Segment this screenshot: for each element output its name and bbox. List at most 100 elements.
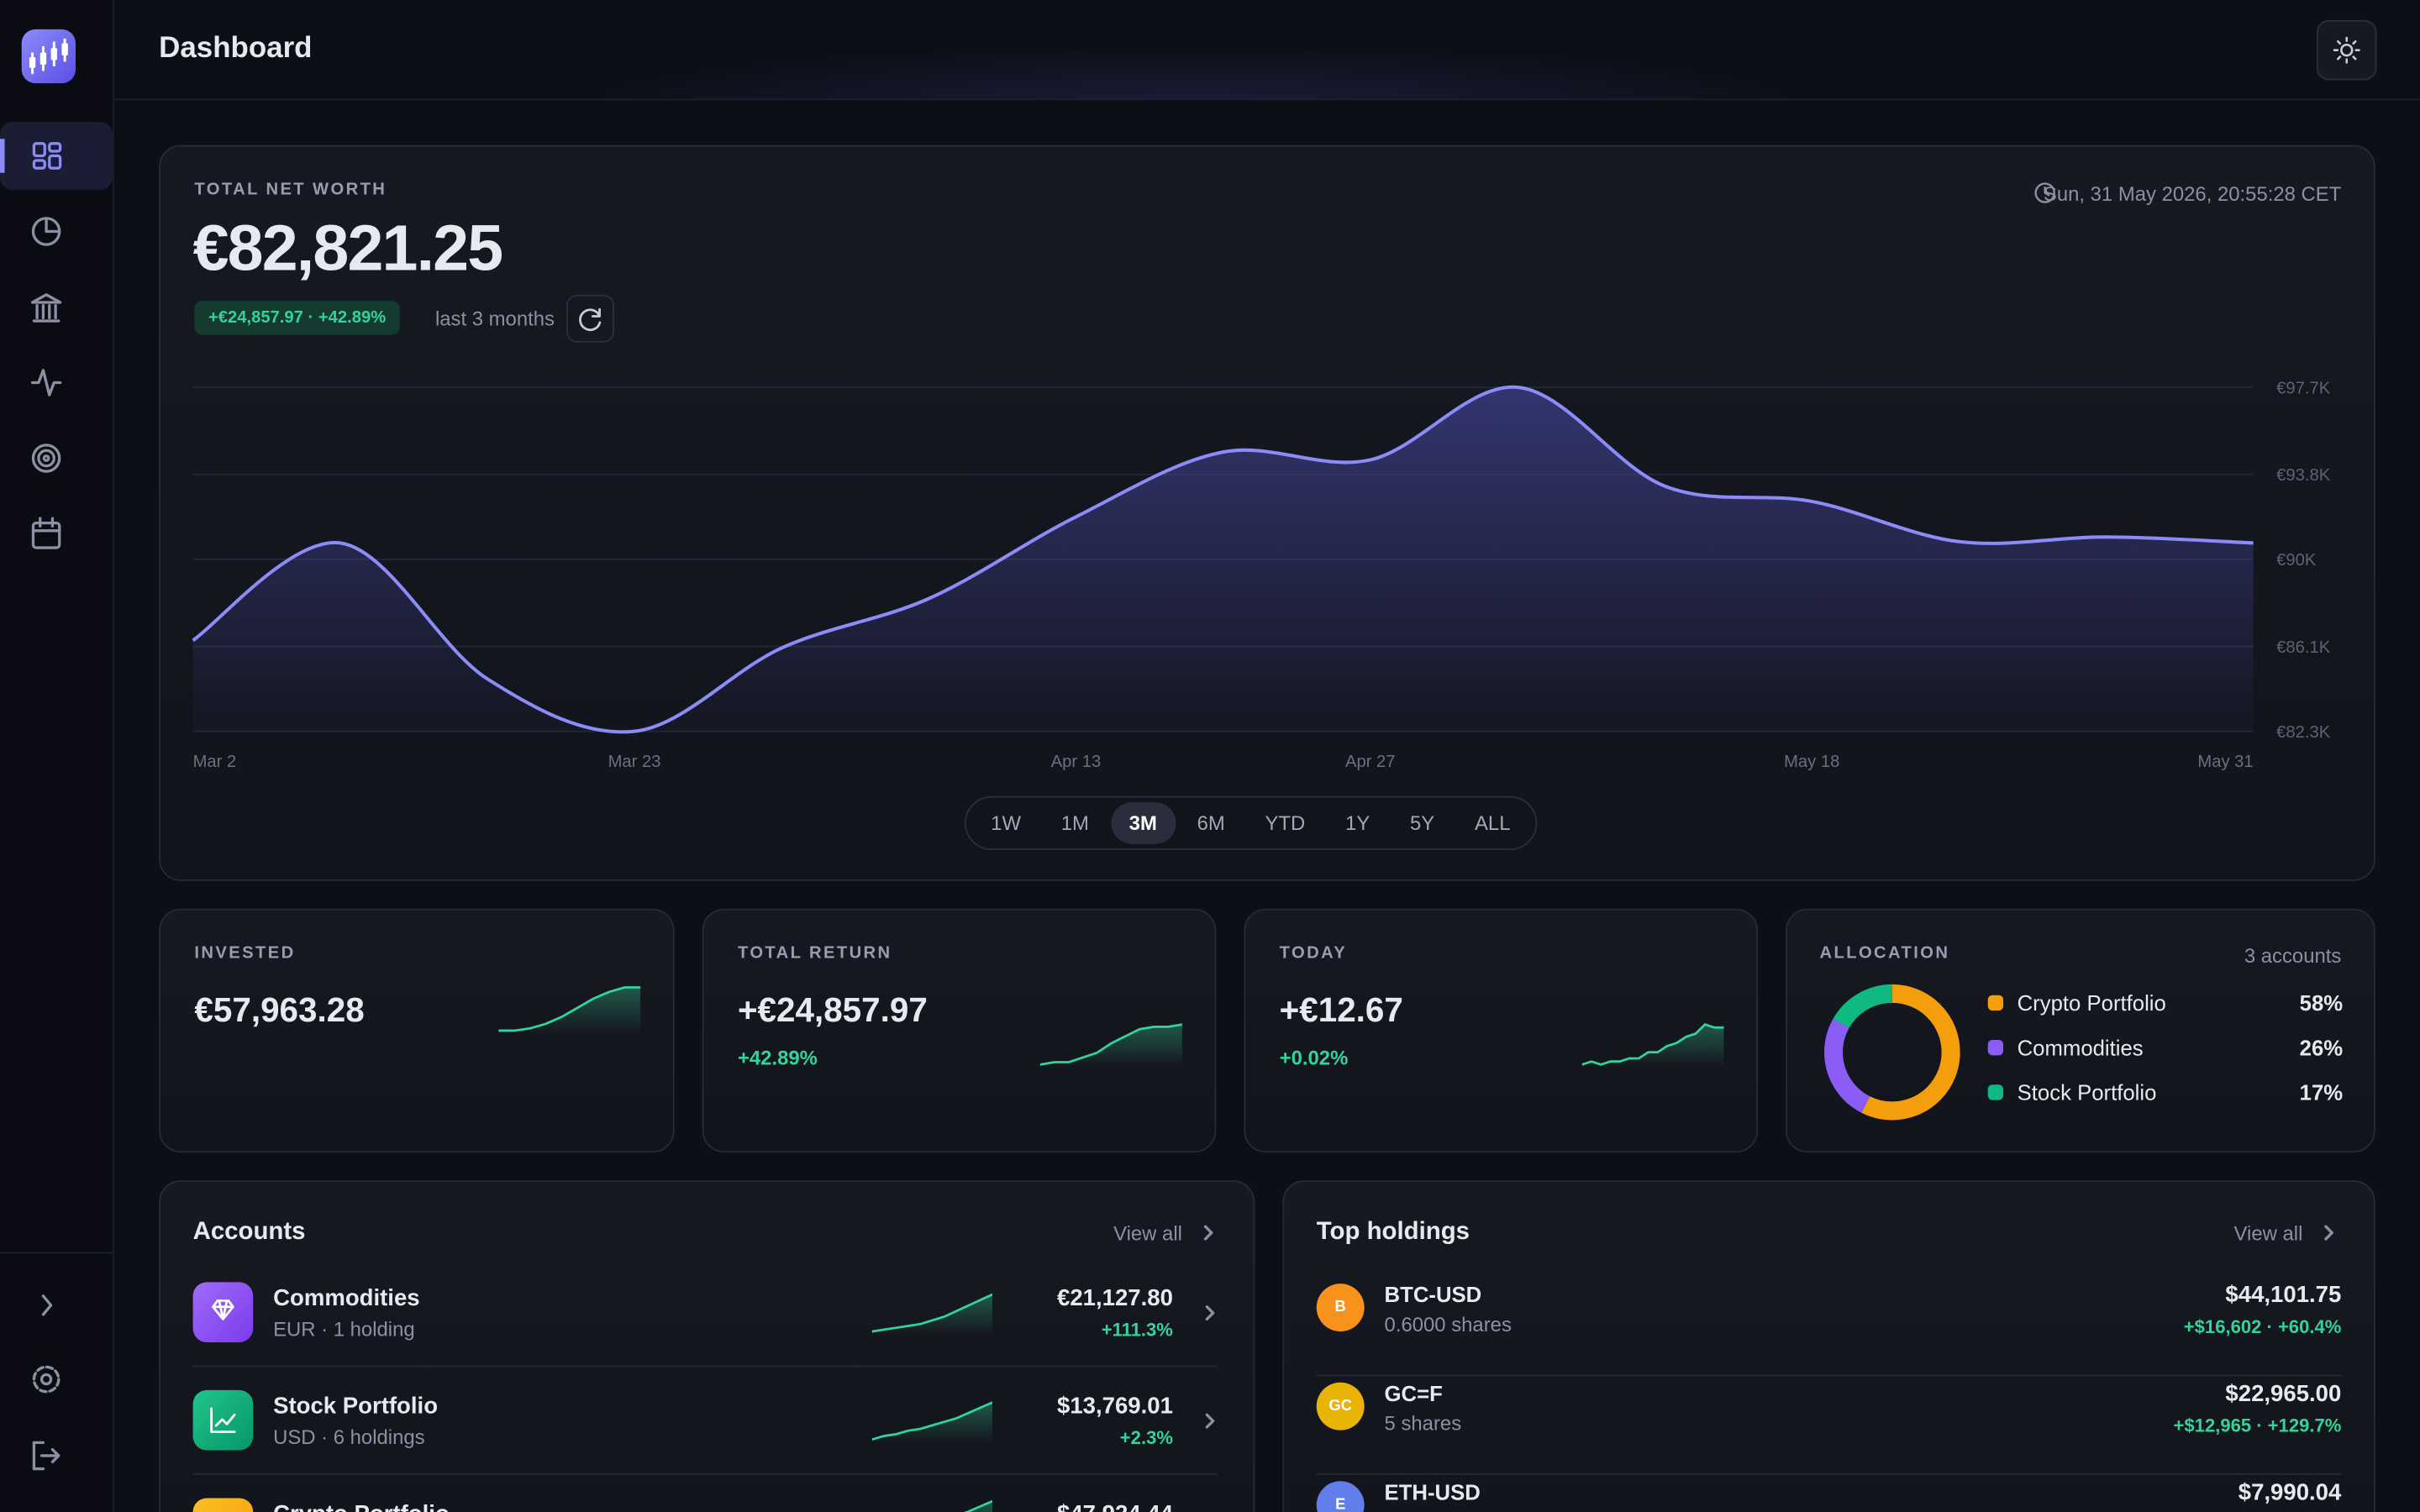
y-tick-label: €97.7K: [2276, 379, 2331, 397]
nav-bank[interactable]: [30, 293, 62, 323]
sparkline-area: [871, 1402, 993, 1443]
account-name: Stock Portfolio: [273, 1393, 439, 1420]
stat-label: INVESTED: [194, 944, 296, 963]
legend-name: Stock Portfolio: [2017, 1079, 2157, 1105]
sparkline: [963, 1499, 993, 1512]
sidebar: [0, 0, 114, 1512]
holding-change: +$16,602 · +60.4%: [2183, 1315, 2342, 1338]
account-value: €21,127.80: [1057, 1285, 1173, 1312]
holding-row[interactable]: GC GC=F 5 shares $22,965.00 +$12,965 · +129.…: [1316, 1376, 2342, 1475]
holding-row[interactable]: E ETH-USD $7,990.04: [1316, 1475, 2341, 1512]
legend-name: Crypto Portfolio: [2017, 990, 2166, 1016]
accounts-card: Accounts View all Commodities EUR · 1 ho…: [159, 1180, 1255, 1512]
sparkline-line: [871, 1293, 993, 1333]
sparkline: [871, 1293, 993, 1335]
expand[interactable]: [41, 1294, 53, 1316]
x-tick-label: Mar 23: [608, 753, 661, 771]
donut: [1824, 984, 1960, 1121]
settings[interactable]: [32, 1365, 60, 1394]
account-meta: EUR · 1 holding: [273, 1317, 415, 1341]
x-tick-label: Apr 27: [1345, 753, 1395, 771]
header: Dashboard: [113, 0, 2420, 101]
account-row[interactable]: Commodities EUR · 1 holding €21,127.80 +…: [192, 1282, 1218, 1343]
stat-label: TOTAL RETURN: [737, 944, 892, 963]
range-button[interactable]: YTD: [1265, 811, 1306, 835]
net-worth-value: €82,821.25: [192, 211, 504, 284]
stat-change: +0.02%: [1279, 1046, 1349, 1069]
sparkline-line: [1039, 1023, 1182, 1066]
legend-value: 17%: [2299, 1079, 2344, 1105]
page-title: Dashboard: [159, 32, 313, 66]
range-button[interactable]: 3M: [1110, 802, 1176, 844]
sparkline: [1581, 1023, 1724, 1068]
holding-symbol: GC=F: [1384, 1380, 1443, 1406]
range-button[interactable]: ALL: [1475, 811, 1511, 835]
donut-segment: [1824, 984, 1960, 1121]
range-button[interactable]: 1M: [1060, 811, 1089, 835]
allocation-count: 3 accounts: [2244, 944, 2342, 968]
net-worth-chart: €82.3K €86.1K €90K €93.8K €97.7K Mar 2 Mar 23 A…: [192, 379, 2331, 771]
line: [192, 385, 2254, 734]
theme-toggle[interactable]: [2316, 19, 2377, 81]
legend-value: 58%: [2299, 990, 2344, 1016]
logout[interactable]: [32, 1441, 60, 1471]
stat-value: €57,963.28: [194, 990, 365, 1030]
account-row[interactable]: Crypto Portfolio $47,924.44: [192, 1498, 1218, 1512]
holding-value: $44,101.75: [2225, 1282, 2342, 1309]
y-tick-label: €86.1K: [2276, 638, 2331, 657]
legend-item: Commodities 26%: [1987, 1035, 2343, 1079]
x-tick-label: Mar 2: [193, 753, 237, 771]
refresh-button[interactable]: [566, 294, 615, 343]
period: last 3 months: [434, 307, 555, 331]
account-value: $47,924.44: [1057, 1501, 1173, 1512]
legend-item: Crypto Portfolio 58%: [1987, 990, 2344, 1035]
legend-item: Stock Portfolio 17%: [1987, 1079, 2344, 1125]
holding-row[interactable]: B BTC-USD 0.6000 shares $44,101.75 +$16,602 …: [1316, 1278, 2342, 1377]
sparkline-line: [963, 1499, 993, 1512]
stat-card: TOTAL RETURN +€24,857.97 +42.89%: [702, 908, 1217, 1153]
stat-label: TODAY: [1279, 944, 1348, 963]
logo[interactable]: [21, 29, 76, 84]
account-meta: USD · 6 holdings: [273, 1425, 425, 1449]
sparkline-area: [966, 1501, 993, 1512]
view-all[interactable]: View all: [2233, 1221, 2303, 1246]
section-title: Accounts: [192, 1219, 306, 1246]
range-button[interactable]: 6M: [1197, 811, 1225, 835]
account-value: $13,769.01: [1057, 1393, 1173, 1420]
legend-swatch: [1987, 1084, 2004, 1100]
holding-symbol: BTC-USD: [1384, 1282, 1482, 1307]
nav-pie[interactable]: [31, 217, 61, 246]
y-tick-label: €82.3K: [2276, 723, 2331, 742]
allocation-label: ALLOCATION: [1819, 944, 1950, 963]
legend-swatch: [1987, 995, 2004, 1011]
nav-calendar[interactable]: [31, 517, 61, 549]
sparkline-area: [871, 1294, 993, 1335]
x-tick-label: May 31: [2197, 753, 2253, 771]
card-label: TOTAL NET WORTH: [194, 180, 387, 199]
account-name: Commodities: [273, 1285, 420, 1312]
holdings-card: Top holdings View all B BTC-USD 0.6000 sha…: [1282, 1180, 2375, 1512]
y-tick-label: €90K: [2276, 551, 2317, 570]
range-button[interactable]: 1Y: [1345, 811, 1370, 835]
sparkline-line: [871, 1401, 993, 1441]
sparkline: [498, 986, 641, 1034]
sparkline: [871, 1401, 993, 1443]
nav-activity[interactable]: [30, 369, 62, 396]
holding-badge: GC: [1316, 1382, 1365, 1431]
legend-swatch: [1987, 1039, 2004, 1056]
sparkline: [1039, 1023, 1182, 1068]
view-all[interactable]: View all: [1113, 1221, 1182, 1246]
holding-shares: 0.6000 shares: [1384, 1313, 1512, 1336]
legend-name: Commodities: [2017, 1035, 2144, 1060]
nav-goals[interactable]: [31, 444, 61, 473]
y-tick-label: €93.8K: [2276, 466, 2331, 485]
stat-change: +42.89%: [737, 1046, 818, 1069]
range-selector: 1W 1M 3M 6M YTD 1Y 5Y ALL: [964, 795, 1537, 851]
range-button[interactable]: 5Y: [1410, 811, 1435, 835]
range-button[interactable]: 1W: [991, 811, 1022, 835]
donut-segment: [1824, 984, 1960, 1121]
holding-shares: 5 shares: [1384, 1411, 1462, 1436]
account-row[interactable]: Stock Portfolio USD · 6 holdings $13,769…: [192, 1389, 1218, 1452]
sparkline-area: [1581, 1024, 1724, 1068]
